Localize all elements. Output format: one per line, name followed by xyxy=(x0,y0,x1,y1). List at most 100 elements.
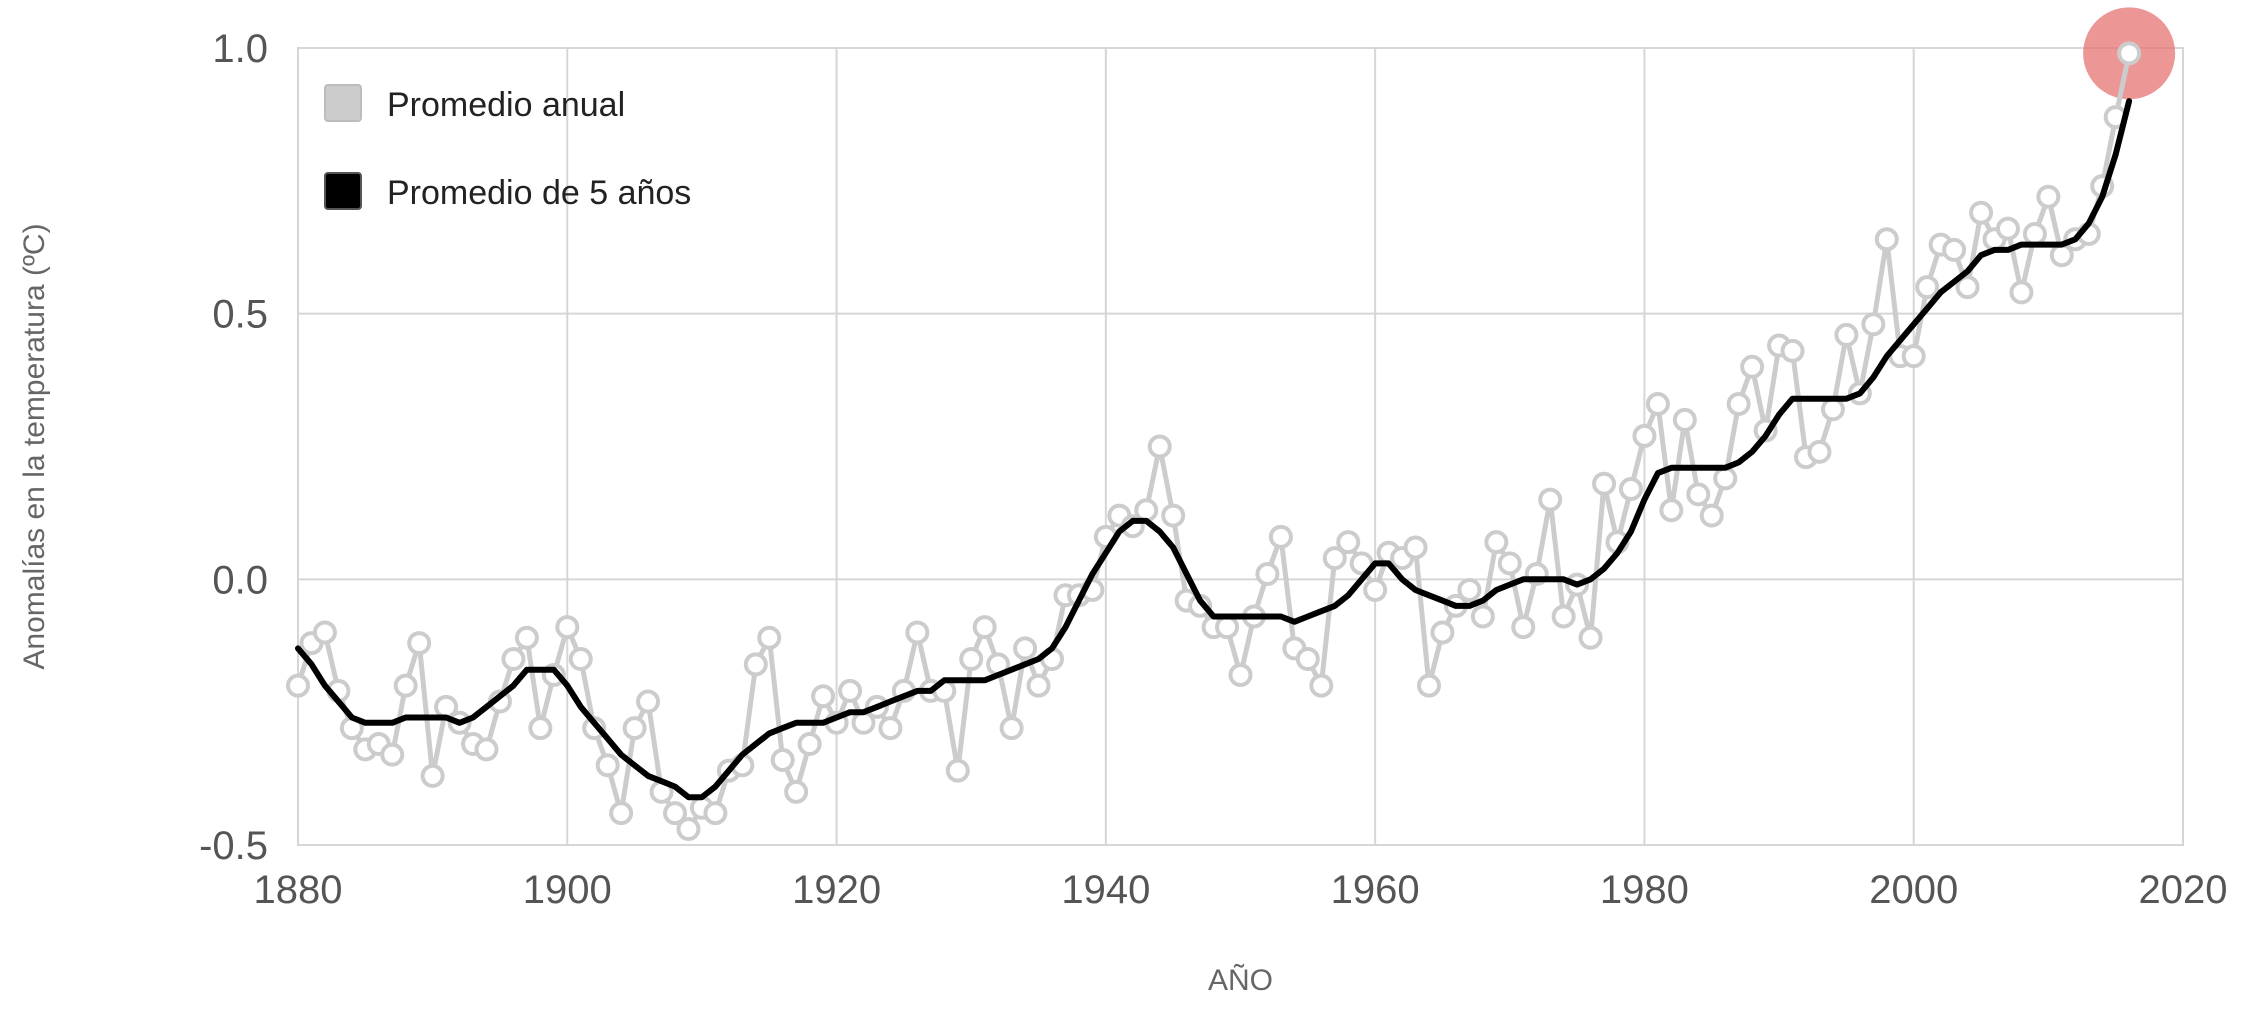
data-point-annual xyxy=(1161,503,1186,528)
data-point-annual xyxy=(1834,322,1859,347)
data-point-annual xyxy=(663,801,687,826)
x-tick-label: 1900 xyxy=(523,868,612,912)
data-point-annual xyxy=(1726,391,1751,416)
data-point-annual xyxy=(1807,439,1832,464)
data-point-annual xyxy=(501,647,526,672)
data-point-annual xyxy=(2022,221,2047,246)
data-point-annual xyxy=(2036,184,2061,209)
data-point-annual xyxy=(1874,227,1899,252)
data-point-annual xyxy=(811,684,836,709)
data-point-annual xyxy=(1026,673,1051,698)
data-point-annual xyxy=(959,647,984,672)
data-point-annual xyxy=(595,753,620,778)
legend-label-annual: Promedio anual xyxy=(387,86,625,124)
data-point-annual xyxy=(312,620,337,645)
data-point-annual xyxy=(514,625,539,650)
data-point-annual xyxy=(555,615,580,640)
data-point-annual xyxy=(1820,397,1845,422)
data-point-annual xyxy=(676,817,701,842)
x-tick-label: 2000 xyxy=(1869,868,1958,912)
data-point-annual xyxy=(1686,482,1711,507)
legend: Promedio anual Promedio de 5 años xyxy=(324,84,691,212)
data-point-annual xyxy=(1363,577,1388,602)
x-tick-label: 1920 xyxy=(792,868,881,912)
y-tick-label: 1.0 xyxy=(212,27,268,71)
x-tick-label: 2020 xyxy=(2139,868,2228,912)
data-point-annual xyxy=(1592,471,1617,496)
data-point-annual xyxy=(1470,604,1495,629)
data-point-annual xyxy=(1497,551,1522,576)
data-point-annual xyxy=(1901,344,1926,369)
data-point-annual xyxy=(568,647,593,672)
series-layer xyxy=(286,7,2176,842)
data-point-annual xyxy=(1336,530,1361,555)
data-point-annual xyxy=(1659,498,1684,523)
data-point-annual xyxy=(1147,434,1172,459)
data-point-annual xyxy=(838,678,863,703)
data-point-annual xyxy=(1215,615,1240,640)
x-tick-label: 1940 xyxy=(1061,868,1150,912)
data-point-annual xyxy=(1430,620,1455,645)
data-point-annual xyxy=(1915,275,1940,300)
y-tick-label: 0.0 xyxy=(212,558,268,602)
data-point-annual xyxy=(1645,391,1670,416)
data-point-annual xyxy=(1740,354,1765,379)
data-point-annual xyxy=(1511,615,1536,640)
data-point-annual xyxy=(1013,636,1038,661)
data-point-annual xyxy=(622,716,647,741)
data-point-annual xyxy=(797,732,822,757)
data-point-annual xyxy=(1403,535,1428,560)
data-point-annual xyxy=(743,652,768,677)
data-point-annual xyxy=(1780,338,1805,363)
data-point-annual xyxy=(1417,673,1441,698)
x-tick-label: 1960 xyxy=(1331,868,1420,912)
data-point-annual xyxy=(972,615,997,640)
data-point-annual xyxy=(420,763,445,788)
data-point-annual xyxy=(1551,604,1576,629)
data-point-annual xyxy=(1672,407,1697,432)
series-line-annual xyxy=(295,52,2132,832)
data-point-annual xyxy=(286,673,310,698)
data-point-annual xyxy=(1268,524,1293,549)
y-axis-title: Anomalías en la temperatura (ºC) xyxy=(18,223,51,669)
data-point-annual xyxy=(1713,466,1738,491)
data-point-annual xyxy=(1309,673,1334,698)
data-point-annual xyxy=(1255,562,1280,587)
legend-swatch-5yr xyxy=(324,172,362,210)
data-point-annual xyxy=(1861,312,1886,337)
data-point-annual xyxy=(1457,577,1482,602)
data-point-annual xyxy=(703,801,728,826)
data-point-annual xyxy=(2009,280,2034,305)
data-point-annual xyxy=(393,673,418,698)
grid xyxy=(297,47,2184,846)
axes: 1880 1900 1920 1940 1960 1980 2000 2020 -0.5 0.0 0… xyxy=(18,27,2227,997)
data-point-annual xyxy=(945,758,970,783)
x-axis-title: AÑO xyxy=(1208,963,1273,997)
data-point-annual xyxy=(757,625,782,650)
data-point-annual xyxy=(1995,216,2020,241)
data-point-annual xyxy=(1538,487,1563,512)
data-point-annual xyxy=(905,620,930,645)
data-point-annual xyxy=(1228,662,1253,687)
plot-border xyxy=(297,47,2184,846)
y-tick-label: 0.5 xyxy=(212,293,268,337)
data-point-annual xyxy=(770,747,795,772)
y-tick-label: -0.5 xyxy=(199,824,268,868)
data-point-annual xyxy=(1969,200,1994,225)
data-point-annual xyxy=(528,716,553,741)
legend-swatch-annual xyxy=(324,84,362,122)
data-point-annual xyxy=(1618,477,1643,502)
data-point-annual xyxy=(1942,237,1967,262)
data-point-annual xyxy=(636,689,661,714)
legend-label-5yr: Promedio de 5 años xyxy=(387,174,691,212)
data-point-annual xyxy=(609,801,634,826)
data-point-annual xyxy=(380,742,405,767)
data-point-annual xyxy=(784,779,809,804)
data-point-annual xyxy=(1322,546,1347,571)
data-point-annual xyxy=(474,737,499,762)
data-point-annual xyxy=(999,716,1024,741)
data-point-annual xyxy=(1134,498,1159,523)
x-tick-label: 1980 xyxy=(1600,868,1689,912)
data-point-annual xyxy=(2117,41,2142,66)
